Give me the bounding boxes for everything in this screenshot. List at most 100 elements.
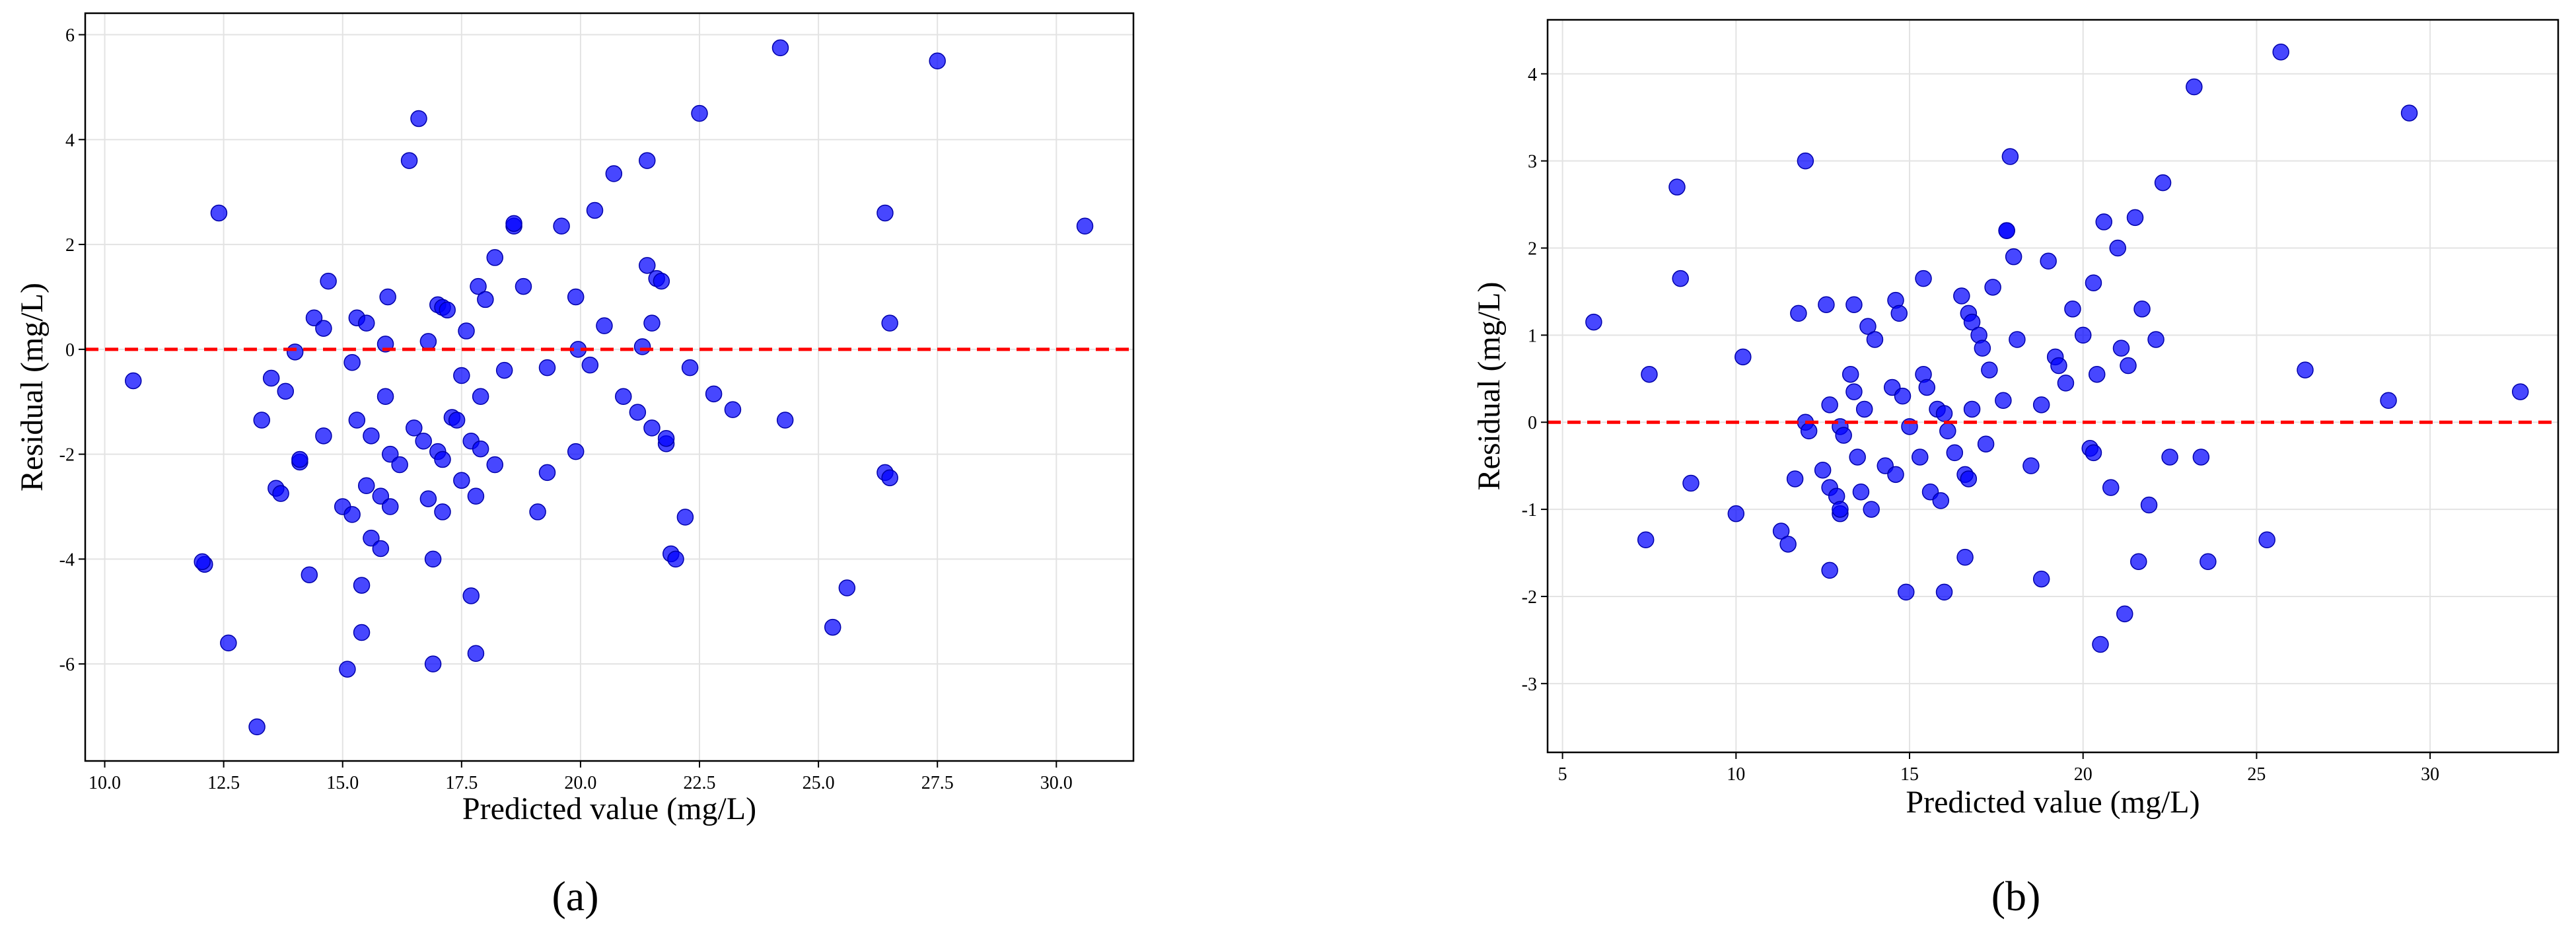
point (2095, 213, 2112, 231)
point (1735, 348, 1752, 366)
point (1932, 492, 1950, 509)
point (1956, 548, 1974, 566)
point (357, 314, 375, 332)
y-tick-label: -3 (1522, 674, 1537, 695)
point (838, 579, 856, 596)
point (1960, 470, 1978, 487)
point (596, 317, 613, 334)
y-tick-label: 1 (1528, 326, 1537, 346)
point (1859, 318, 1877, 335)
point (470, 277, 487, 295)
point (681, 359, 699, 377)
point (434, 503, 451, 521)
point (410, 110, 427, 127)
y-tick-label: -2 (1522, 587, 1537, 608)
point (1814, 462, 1832, 479)
plot-frame (1546, 18, 2559, 754)
point (376, 388, 394, 406)
point (315, 427, 332, 445)
caption: (b) (1991, 873, 2041, 919)
point (486, 249, 503, 266)
y-tick-label: -6 (59, 655, 75, 675)
point (424, 550, 442, 568)
point (1786, 470, 1804, 487)
point (1887, 466, 1904, 484)
point (1863, 501, 1880, 518)
x-tick-label: 25 (2247, 764, 2266, 785)
point (2258, 531, 2275, 548)
y-tick-label: 0 (1528, 413, 1537, 433)
point (771, 39, 789, 57)
point (253, 412, 271, 429)
point (1984, 279, 2001, 296)
x-tick-label: 10.0 (89, 773, 121, 793)
point (495, 361, 513, 379)
point (2040, 252, 2057, 270)
point (1727, 505, 1745, 522)
point (434, 450, 451, 468)
point (277, 382, 295, 400)
point (439, 301, 456, 319)
x-tick-label: 15.0 (326, 773, 359, 793)
point (2092, 635, 2109, 653)
point (472, 388, 489, 406)
point (382, 498, 399, 515)
point (467, 487, 485, 505)
point (2511, 383, 2529, 400)
point (353, 577, 371, 594)
point (929, 52, 946, 69)
point (363, 529, 380, 547)
scatter-panel: 5 10 15 20 25 30 -3 -2 -1 0 1 2 3 4 Predicted value (m… (1472, 18, 2559, 919)
point (1818, 296, 1835, 313)
y-tick-label: 2 (65, 235, 75, 256)
point (2032, 396, 2050, 414)
point (379, 288, 396, 306)
point (538, 464, 556, 482)
point (2001, 148, 2019, 165)
point (1981, 361, 1998, 378)
point (553, 217, 570, 235)
point (400, 152, 418, 169)
y-tick-label: 4 (65, 130, 75, 151)
point (643, 314, 661, 332)
point (272, 485, 289, 502)
point (220, 634, 237, 652)
point (2154, 174, 2172, 192)
point (320, 272, 337, 290)
point (2380, 392, 2397, 410)
point (2192, 449, 2210, 466)
point (419, 333, 437, 350)
point (1849, 449, 1866, 466)
point (1772, 522, 1790, 540)
point (824, 618, 841, 636)
point (2057, 375, 2075, 392)
x-tick-label: 30 (2421, 764, 2439, 785)
point (315, 320, 332, 337)
point (1998, 222, 2015, 239)
x-tick-label: 15 (1900, 764, 1919, 785)
point (1800, 422, 1818, 440)
point (1898, 583, 1915, 601)
x-tick-label: 10 (1727, 764, 1745, 785)
point (605, 165, 623, 182)
point (2130, 553, 2147, 570)
y-axis-title: Residual (mg/L) (1472, 282, 1507, 491)
point (210, 204, 228, 222)
point (667, 550, 684, 568)
x-tick-label: 5 (1558, 764, 1567, 785)
point (2297, 361, 2314, 378)
point (2109, 239, 2127, 257)
plot-frame (84, 12, 1135, 762)
point (2126, 209, 2144, 227)
point (1915, 270, 1932, 287)
y-tick-label: 3 (1528, 152, 1537, 172)
point (2400, 104, 2418, 122)
point (2085, 274, 2102, 291)
point (1953, 287, 1970, 305)
y-tick-label: -1 (1522, 500, 1537, 521)
point (538, 359, 556, 377)
point (1918, 378, 1936, 396)
y-tick-label: 2 (1528, 238, 1537, 259)
point (1939, 422, 1956, 440)
point (301, 566, 318, 583)
